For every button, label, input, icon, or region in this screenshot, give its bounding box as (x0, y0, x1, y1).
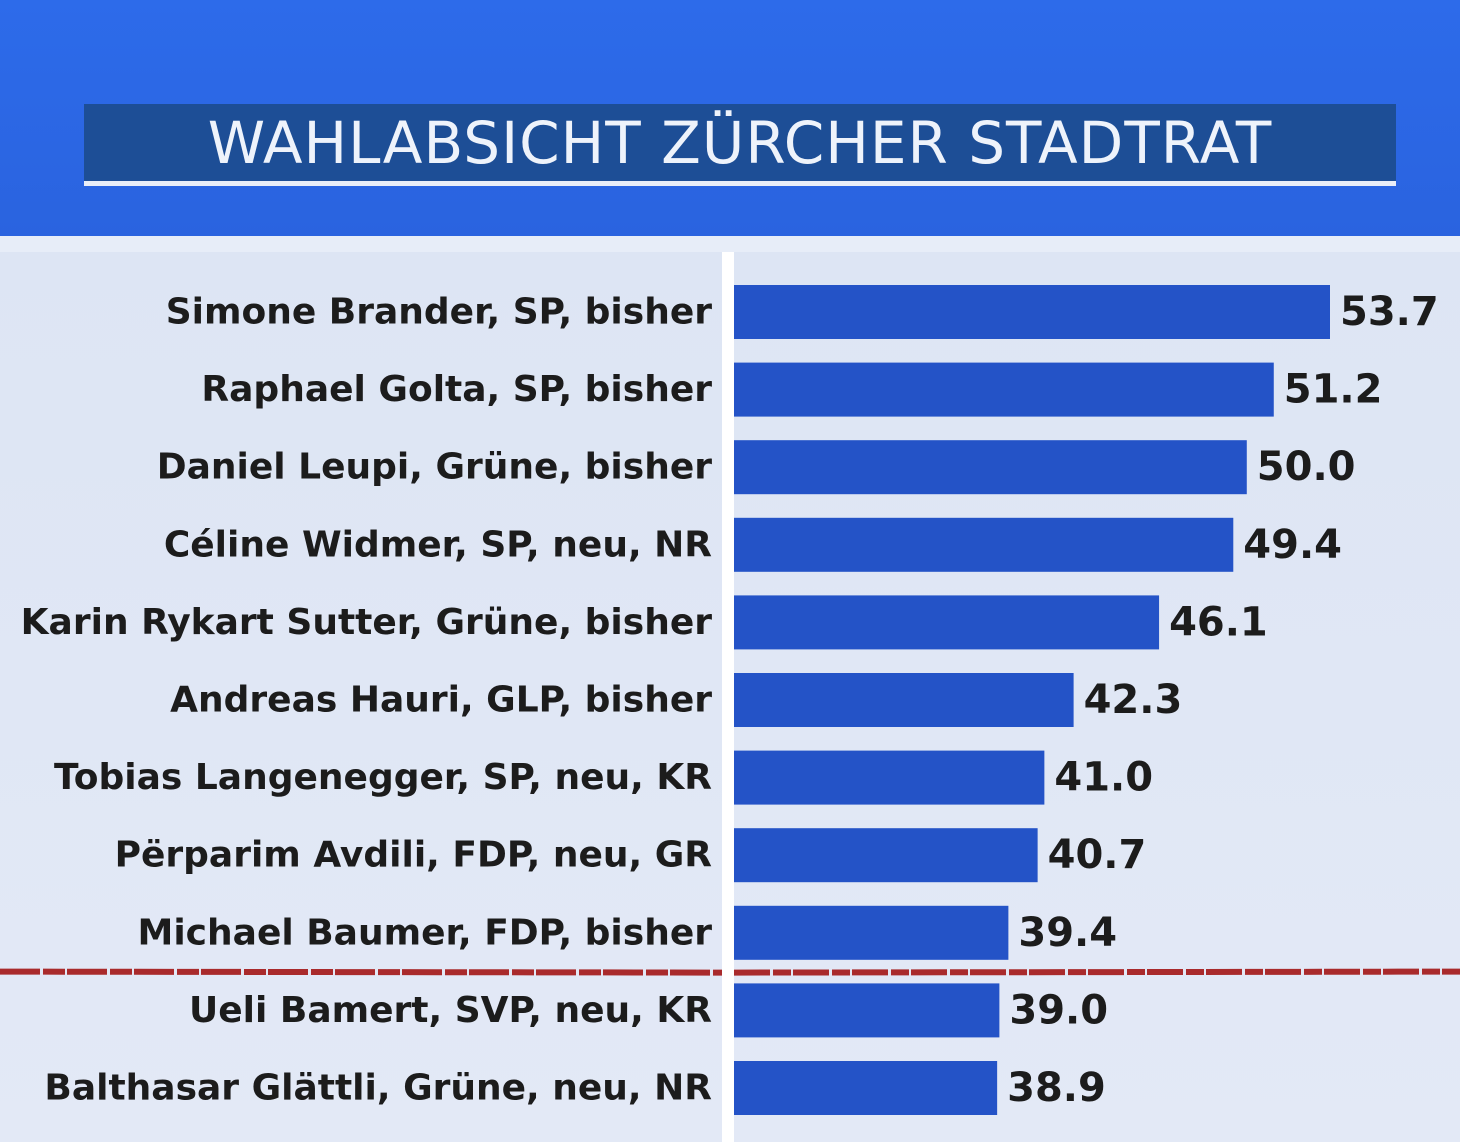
bar (734, 595, 1160, 650)
bar (734, 983, 1000, 1038)
value-label: 50.0 (1257, 444, 1356, 490)
value-label: 49.4 (1243, 522, 1342, 568)
header-banner: WAHLABSICHT ZÜRCHER STADTRAT (0, 0, 1460, 236)
cutoff-line-left (0, 968, 723, 976)
category-label: Céline Widmer, SP, neu, NR (164, 524, 712, 565)
title-box: WAHLABSICHT ZÜRCHER STADTRAT (84, 104, 1396, 186)
bar (734, 362, 1274, 417)
bar (734, 517, 1234, 572)
value-label: 39.0 (1009, 987, 1108, 1033)
bar (734, 285, 1330, 339)
bar (734, 440, 1247, 495)
bar (734, 673, 1074, 727)
bar (734, 750, 1045, 805)
bar (734, 828, 1038, 883)
chart-title: WAHLABSICHT ZÜRCHER STADTRAT (207, 108, 1273, 177)
value-label: 53.7 (1340, 289, 1439, 335)
cutoff-line-right (733, 968, 1460, 976)
bar (734, 905, 1009, 960)
value-label: 41.0 (1054, 755, 1153, 801)
category-label: Andreas Hauri, GLP, bisher (170, 680, 712, 721)
value-label: 51.2 (1284, 367, 1383, 413)
category-label: Ueli Bamert, SVP, neu, KR (189, 990, 712, 1031)
label-divider (722, 252, 734, 1142)
category-label: Karin Rykart Sutter, Grüne, bisher (21, 602, 713, 643)
category-label: Tobias Langenegger, SP, neu, KR (54, 757, 712, 798)
value-label: 40.7 (1048, 832, 1147, 878)
category-label: Daniel Leupi, Grüne, bisher (157, 447, 713, 488)
category-label: Balthasar Glättli, Grüne, neu, NR (44, 1068, 712, 1109)
value-label: 46.1 (1169, 599, 1268, 645)
value-label: 42.3 (1084, 677, 1183, 723)
value-label: 39.4 (1018, 910, 1117, 956)
category-label: Përparim Avdili, FDP, neu, GR (115, 835, 712, 876)
category-label: Simone Brander, SP, bisher (166, 292, 713, 333)
value-label: 38.9 (1007, 1065, 1106, 1111)
bar (734, 1061, 998, 1115)
category-label: Raphael Golta, SP, bisher (201, 369, 712, 410)
header-gap (0, 236, 1460, 252)
category-label: Michael Baumer, FDP, bisher (138, 912, 713, 953)
